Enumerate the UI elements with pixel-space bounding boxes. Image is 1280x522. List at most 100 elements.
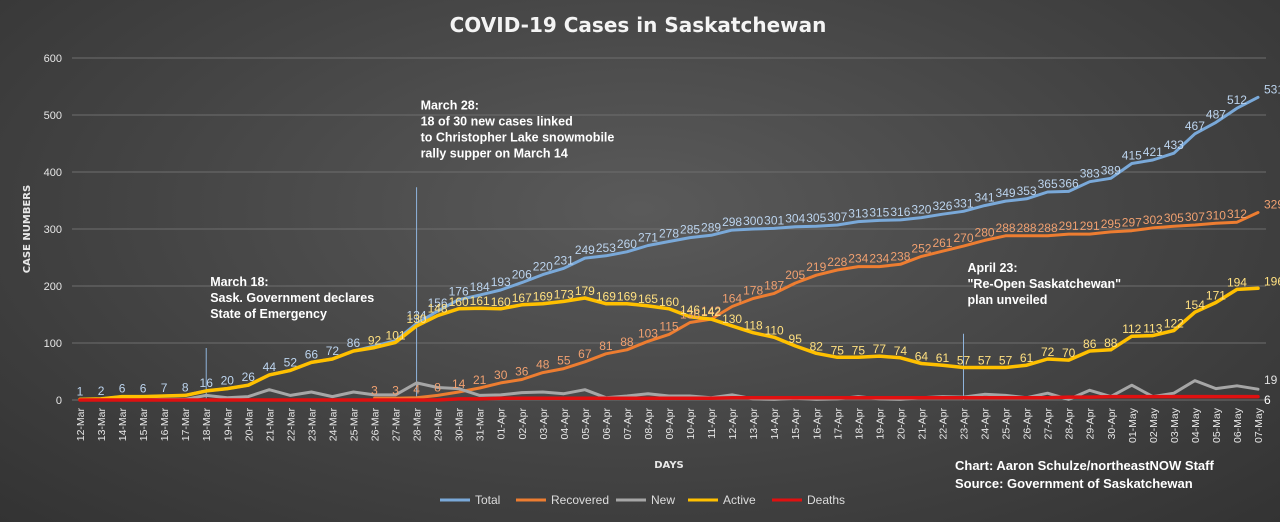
data-label-total-04-may: 467 bbox=[1185, 119, 1205, 133]
data-label-recovered-04-apr: 55 bbox=[557, 354, 571, 368]
data-label-active-02-apr: 167 bbox=[512, 291, 532, 305]
data-label-total-20-mar: 26 bbox=[242, 370, 256, 384]
data-label-recovered-28-mar: 4 bbox=[413, 383, 420, 397]
data-label-total-07-may: 531 bbox=[1264, 82, 1280, 96]
data-label-recovered-10-apr: 136 bbox=[680, 307, 700, 321]
annotation-28-mar: March 28: 18 of 30 new cases linked to Chr… bbox=[421, 98, 615, 160]
x-tick-13-mar: 13-Mar bbox=[96, 408, 108, 442]
credit-line-2: Source: Government of Saskatchewan bbox=[955, 476, 1193, 491]
data-label-total-02-apr: 206 bbox=[512, 268, 532, 282]
annotation-line-text: "Re-Open Saskatchewan" bbox=[968, 277, 1122, 291]
data-label-total-24-mar: 72 bbox=[326, 344, 340, 358]
x-tick-12-apr: 12-Apr bbox=[727, 407, 739, 439]
data-label-active-02-may: 113 bbox=[1143, 322, 1162, 336]
data-label-total-25-mar: 86 bbox=[347, 336, 361, 350]
data-label-recovered-30-mar: 14 bbox=[452, 377, 466, 391]
data-label-active-27-mar: 101 bbox=[386, 328, 406, 342]
data-label-total-20-apr: 316 bbox=[890, 205, 910, 219]
x-tick-23-apr: 23-Apr bbox=[959, 407, 971, 439]
data-label-active-25-apr: 57 bbox=[999, 354, 1013, 368]
x-tick-11-apr: 11-Apr bbox=[706, 408, 718, 439]
data-label-recovered-03-may: 305 bbox=[1164, 211, 1184, 225]
x-tick-17-mar: 17-Mar bbox=[180, 408, 192, 442]
data-label-total-21-mar: 44 bbox=[263, 360, 277, 374]
x-tick-25-mar: 25-Mar bbox=[348, 408, 360, 442]
data-label-recovered-30-apr: 295 bbox=[1101, 217, 1121, 231]
legend-label-recovered: Recovered bbox=[551, 493, 609, 507]
x-tick-03-may: 03-May bbox=[1169, 407, 1181, 443]
data-label-recovered-17-apr: 228 bbox=[827, 255, 847, 269]
x-tick-19-apr: 19-Apr bbox=[874, 407, 886, 439]
x-tick-14-mar: 14-Mar bbox=[117, 408, 129, 442]
x-tick-20-mar: 20-Mar bbox=[243, 408, 255, 442]
data-label-total-02-may: 421 bbox=[1143, 145, 1163, 159]
data-label-total-29-mar: 156 bbox=[428, 296, 448, 310]
x-tick-01-apr: 01-Apr bbox=[496, 407, 508, 439]
data-label-total-14-apr: 301 bbox=[764, 213, 784, 227]
data-label-recovered-26-apr: 288 bbox=[1017, 221, 1037, 235]
data-label-total-11-apr: 289 bbox=[701, 220, 721, 234]
data-label-active-18-apr: 75 bbox=[852, 343, 866, 357]
data-label-recovered-03-apr: 48 bbox=[536, 358, 550, 372]
data-label-recovered-12-apr: 164 bbox=[722, 292, 742, 306]
data-label-total-08-apr: 271 bbox=[638, 231, 658, 245]
annotations: March 18: Sask. Government declares State … bbox=[210, 98, 1121, 321]
data-label-total-13-mar: 2 bbox=[98, 384, 105, 398]
x-tick-03-apr: 03-Apr bbox=[538, 407, 550, 439]
x-tick-07-apr: 07-Apr bbox=[622, 407, 634, 439]
data-label-active-08-apr: 165 bbox=[638, 292, 658, 306]
data-label-total-10-apr: 285 bbox=[680, 223, 700, 237]
x-axis-label: DAYS bbox=[654, 460, 684, 471]
data-label-new-07-may: 19 bbox=[1264, 373, 1278, 387]
data-label-recovered-02-may: 302 bbox=[1143, 213, 1163, 227]
data-label-active-14-apr: 110 bbox=[765, 323, 784, 337]
x-tick-29-apr: 29-Apr bbox=[1085, 407, 1097, 439]
data-label-recovered-08-apr: 103 bbox=[638, 326, 658, 340]
x-tick-19-mar: 19-Mar bbox=[222, 408, 234, 442]
x-tick-07-may: 07-May bbox=[1253, 407, 1265, 443]
data-label-total-30-mar: 176 bbox=[449, 285, 469, 299]
annotation-line-text: April 23: bbox=[968, 261, 1018, 275]
y-tick-0: 0 bbox=[56, 395, 62, 407]
x-tick-21-apr: 21-Apr bbox=[916, 407, 928, 439]
data-label-total-28-apr: 366 bbox=[1059, 176, 1079, 190]
data-label-total-31-mar: 184 bbox=[470, 280, 490, 294]
data-label-active-22-apr: 61 bbox=[936, 351, 950, 365]
data-label-recovered-07-apr: 88 bbox=[620, 335, 634, 349]
series-line-deaths bbox=[78, 394, 1260, 402]
legend-label-active: Active bbox=[723, 493, 756, 507]
data-label-total-01-apr: 193 bbox=[491, 275, 511, 289]
data-label-total-16-apr: 305 bbox=[806, 211, 826, 225]
data-label-active-20-apr: 74 bbox=[894, 344, 908, 358]
x-tick-15-mar: 15-Mar bbox=[138, 408, 150, 442]
data-label-active-03-may: 122 bbox=[1164, 316, 1184, 330]
data-label-total-09-apr: 278 bbox=[659, 227, 679, 241]
y-tick-500: 500 bbox=[44, 110, 62, 122]
data-label-recovered-23-apr: 270 bbox=[953, 231, 973, 245]
x-tick-24-mar: 24-Mar bbox=[327, 408, 339, 442]
y-tick-400: 400 bbox=[44, 167, 62, 179]
data-label-active-26-mar: 92 bbox=[368, 334, 382, 348]
x-tick-29-mar: 29-Mar bbox=[433, 408, 445, 442]
data-label-total-06-may: 512 bbox=[1227, 93, 1247, 107]
data-label-recovered-19-apr: 234 bbox=[869, 252, 889, 266]
x-tick-02-apr: 02-Apr bbox=[517, 407, 529, 439]
data-label-recovered-27-apr: 288 bbox=[1038, 221, 1058, 235]
x-tick-04-may: 04-May bbox=[1190, 407, 1202, 443]
data-label-recovered-29-mar: 8 bbox=[434, 380, 441, 394]
data-label-total-19-apr: 315 bbox=[869, 205, 889, 219]
x-tick-14-apr: 14-Apr bbox=[769, 407, 781, 439]
data-label-active-12-apr: 130 bbox=[722, 312, 742, 326]
data-label-active-29-mar: 148 bbox=[428, 302, 448, 316]
data-label-total-30-apr: 389 bbox=[1101, 163, 1121, 177]
x-tick-01-may: 01-May bbox=[1127, 407, 1139, 443]
data-label-total-05-may: 487 bbox=[1206, 107, 1226, 121]
data-label-recovered-04-may: 307 bbox=[1185, 210, 1205, 224]
data-label-active-15-apr: 95 bbox=[789, 332, 803, 346]
data-label-total-12-mar: 1 bbox=[77, 384, 84, 398]
data-label-total-23-mar: 66 bbox=[305, 347, 319, 361]
data-label-total-21-apr: 320 bbox=[911, 203, 931, 217]
data-label-recovered-06-apr: 81 bbox=[599, 339, 613, 353]
data-label-active-03-apr: 169 bbox=[533, 290, 553, 304]
legend-label-deaths: Deaths bbox=[807, 493, 845, 507]
